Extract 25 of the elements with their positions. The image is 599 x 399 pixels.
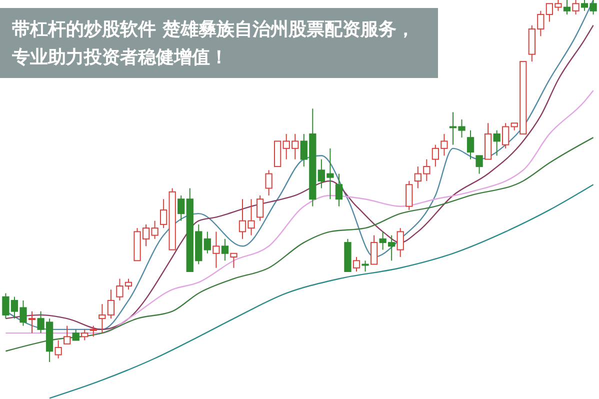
candlestick [265,170,272,196]
candlestick [72,328,80,341]
candlestick [178,194,185,222]
candlestick [563,0,571,15]
candlestick [493,130,500,156]
candlestick [476,155,483,174]
candlestick [90,325,97,338]
candlestick [406,180,413,210]
candlestick [466,130,474,160]
candlestick [64,325,71,344]
candlestick [81,328,88,341]
candlestick [256,194,264,222]
candlestick [54,340,62,359]
text: 带杠杆的炒股软件 楚雄彝族自治州股票配资服务，专业助力投资者稳健增值！ [11,19,414,68]
candlestick [28,310,36,334]
candlestick [502,122,510,149]
candlestick [396,228,404,258]
candlestick [107,289,115,320]
candlestick [98,304,106,334]
candlestick [230,252,238,268]
candlestick [212,231,220,268]
candlestick [204,231,211,254]
candlestick [335,173,343,207]
candlestick [160,198,168,229]
candlestick [221,238,229,262]
